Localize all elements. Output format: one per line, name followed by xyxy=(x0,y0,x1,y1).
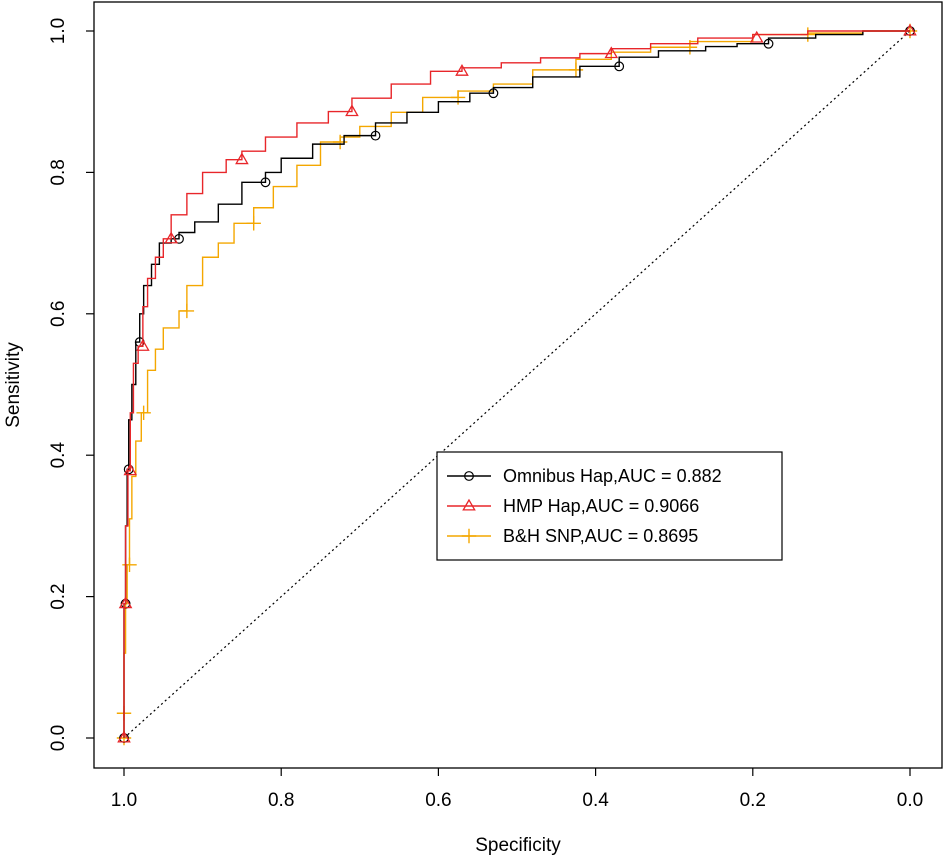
x-axis-label: Specificity xyxy=(475,835,561,856)
y-tick-label-5: 1.0 xyxy=(48,18,69,44)
series-2-marker-3 xyxy=(136,405,151,420)
series-2-marker-2 xyxy=(122,557,137,572)
legend-swatch-marker-2 xyxy=(461,528,477,544)
x-tick-label-1: 0.8 xyxy=(268,790,294,811)
series-0-marker-9 xyxy=(763,38,774,49)
y-tick-label-0: 0.0 xyxy=(48,725,69,751)
y-tick-label-2: 0.4 xyxy=(48,442,69,469)
series-1-marker-1 xyxy=(118,596,133,609)
series-1-marker-3 xyxy=(136,339,150,351)
x-tick-label-4: 0.2 xyxy=(740,790,766,811)
series-1-marker-5 xyxy=(235,152,249,165)
legend-label-1: HMP Hap,AUC = 0.9066 xyxy=(503,496,699,516)
series-2-marker-8 xyxy=(568,62,584,78)
legend-label-0: Omnibus Hap,AUC = 0.882 xyxy=(503,466,722,486)
series-1 xyxy=(117,23,917,743)
series-line-0 xyxy=(123,30,910,738)
y-tick-label-3: 0.6 xyxy=(48,301,69,327)
series-2-marker-5 xyxy=(246,216,261,231)
series-0-marker-5 xyxy=(260,177,271,188)
series-1-marker-7 xyxy=(455,63,469,76)
legend-swatch-marker-0 xyxy=(464,471,474,481)
series-1-marker-4 xyxy=(164,231,178,244)
legend: Omnibus Hap,AUC = 0.882 HMP Hap,AUC = 0.9… xyxy=(436,451,783,561)
x-tick-label-5: 0.0 xyxy=(897,790,923,811)
series-1-marker-10 xyxy=(903,23,917,36)
x-axis: 1.0 0.8 0.6 0.4 0.2 0.0 xyxy=(111,768,923,811)
series-1-marker-6 xyxy=(345,104,359,117)
plot-frame xyxy=(93,1,943,769)
x-tick-label-0: 1.0 xyxy=(111,790,137,811)
legend-box xyxy=(436,451,783,561)
reference-diagonal xyxy=(123,30,911,739)
series-1-marker-8 xyxy=(604,46,619,59)
plot-area xyxy=(116,23,918,746)
x-tick-label-2: 0.6 xyxy=(425,790,451,811)
series-2-marker-4 xyxy=(179,303,195,319)
legend-item-1: HMP Hap,AUC = 0.9066 xyxy=(447,496,699,516)
series-2-marker-9 xyxy=(682,40,698,55)
legend-item-0: Omnibus Hap,AUC = 0.882 xyxy=(447,466,722,486)
y-tick-label-1: 0.2 xyxy=(48,583,69,609)
series-0-marker-6 xyxy=(370,130,381,141)
series-1-marker-9 xyxy=(749,30,764,43)
y-axis-label: Sensitivity xyxy=(3,342,24,428)
y-tick-label-4: 0.8 xyxy=(48,159,69,185)
series-0-marker-8 xyxy=(614,61,625,72)
series-0 xyxy=(119,26,915,743)
series-line-1 xyxy=(123,30,910,738)
series-0-marker-7 xyxy=(488,88,499,99)
x-tick-label-3: 0.4 xyxy=(582,790,609,811)
legend-label-2: B&H SNP,AUC = 0.8695 xyxy=(503,526,698,546)
series-2-marker-7 xyxy=(450,90,466,105)
series-1-marker-0 xyxy=(117,730,131,743)
series-1-marker-2 xyxy=(123,463,138,476)
series-2-marker-6 xyxy=(332,134,348,150)
legend-item-2: B&H SNP,AUC = 0.8695 xyxy=(447,526,698,546)
legend-swatch-marker-1 xyxy=(462,498,476,511)
y-axis: 0.0 0.2 0.4 0.6 0.8 1.0 xyxy=(48,18,94,751)
series-line-2 xyxy=(123,30,910,738)
